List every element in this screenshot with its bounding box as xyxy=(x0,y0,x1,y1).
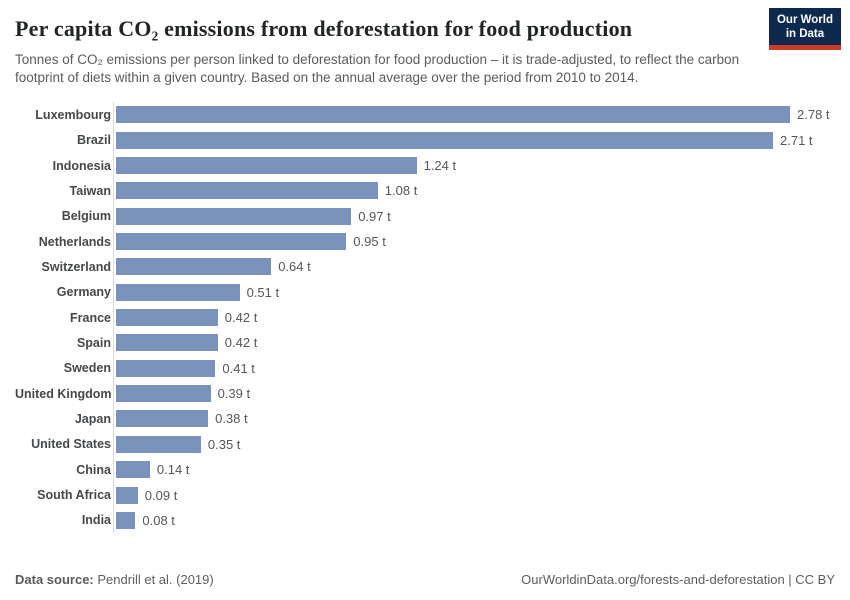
value-label: 0.38 t xyxy=(215,411,248,427)
bar-track: 0.42 t xyxy=(113,330,850,356)
bar xyxy=(116,106,790,124)
bar-row: Switzerland 0.64 t xyxy=(15,254,850,280)
bar-track: 1.24 t xyxy=(113,152,850,179)
chart-header: Per capita CO₂ emissions from deforestat… xyxy=(0,0,850,86)
bar-track: 0.64 t xyxy=(113,254,850,280)
bar-row: Sweden 0.41 t xyxy=(15,355,850,381)
bar-track: 0.14 t xyxy=(113,457,850,483)
bar-row: Japan 0.38 t xyxy=(15,406,850,432)
value-label: 0.51 t xyxy=(246,284,280,300)
bar-row: Taiwan 1.08 t xyxy=(15,178,850,204)
bar-row: India 0.08 t xyxy=(15,507,850,534)
value-label: 0.95 t xyxy=(353,234,386,250)
bar-row: Luxembourg 2.78 t xyxy=(15,102,850,128)
bar xyxy=(116,359,216,377)
bar-row: France 0.42 t xyxy=(15,304,850,331)
footer-datasource-label: Data source: xyxy=(15,572,94,587)
bar xyxy=(116,511,136,529)
country-label: United States xyxy=(31,437,111,452)
bar-track: 0.95 t xyxy=(113,228,850,255)
bar-track: 0.35 t xyxy=(113,431,850,457)
bar-track: 0.38 t xyxy=(113,406,850,432)
bar xyxy=(116,233,347,251)
bar xyxy=(116,461,150,479)
bar-row: China 0.14 t xyxy=(15,457,850,483)
value-label: 0.14 t xyxy=(156,462,190,478)
country-label: Belgium xyxy=(61,209,111,224)
bar-row: Spain 0.42 t xyxy=(15,330,850,356)
value-label: 0.42 t xyxy=(224,310,258,326)
bar xyxy=(116,410,209,428)
bar-track: 2.71 t xyxy=(113,127,850,153)
country-label: United Kingdom xyxy=(15,386,112,401)
chart-subtitle: Tonnes of CO₂ emissions per person linke… xyxy=(15,52,740,85)
bar-chart: Luxembourg 2.78 t Brazil 2.71 t Indonesi… xyxy=(15,102,850,534)
value-label: 0.09 t xyxy=(144,487,178,503)
bar xyxy=(116,207,352,225)
country-label: South Africa xyxy=(37,488,111,503)
bar-row: Brazil 2.71 t xyxy=(15,127,850,153)
bar-track: 0.09 t xyxy=(113,482,850,508)
country-label: India xyxy=(81,513,111,528)
value-label: 0.08 t xyxy=(142,512,175,528)
country-label: France xyxy=(70,310,111,325)
bar xyxy=(116,435,201,453)
value-label: 0.39 t xyxy=(217,386,251,402)
value-label: 0.42 t xyxy=(224,335,258,351)
bar-track: 0.39 t xyxy=(113,380,850,407)
country-label: Spain xyxy=(76,335,111,350)
value-label: 1.24 t xyxy=(423,158,457,174)
country-label: China xyxy=(76,462,111,477)
country-label: Switzerland xyxy=(41,259,111,274)
value-label: 0.97 t xyxy=(358,208,391,224)
bar-track: 0.41 t xyxy=(113,355,850,381)
value-label: 2.71 t xyxy=(780,132,813,148)
bar xyxy=(116,157,417,175)
bar xyxy=(116,131,773,149)
value-label: 2.78 t xyxy=(797,107,830,123)
bar-row: United Kingdom 0.39 t xyxy=(15,380,850,407)
value-label: 0.41 t xyxy=(222,360,255,376)
chart-footer: Data source: Pendrill et al. (2019) OurW… xyxy=(15,572,835,587)
bar-track: 0.42 t xyxy=(113,304,850,331)
owid-logo-line2: in Data xyxy=(785,27,825,40)
value-label: 1.08 t xyxy=(384,183,418,199)
country-label: Luxembourg xyxy=(35,107,111,122)
country-label: Brazil xyxy=(76,133,111,148)
country-label: Taiwan xyxy=(69,183,111,198)
bar-track: 2.78 t xyxy=(113,102,850,128)
footer-datasource-value: Pendrill et al. (2019) xyxy=(97,572,214,587)
owid-logo: Our World in Data xyxy=(768,8,841,50)
value-label: 0.64 t xyxy=(278,259,311,275)
bar-track: 1.08 t xyxy=(113,178,850,204)
owid-logo-line1: Our World xyxy=(776,14,833,26)
chart-title: Per capita CO₂ emissions from deforestat… xyxy=(15,16,633,41)
bar-row: South Africa 0.09 t xyxy=(15,482,850,508)
bar-row: Germany 0.51 t xyxy=(15,279,850,305)
bar-row: Belgium 0.97 t xyxy=(15,203,850,229)
bar-track: 0.51 t xyxy=(113,279,850,305)
bar xyxy=(116,334,218,352)
bar xyxy=(116,309,218,327)
country-label: Sweden xyxy=(63,361,111,376)
bar-track: 0.08 t xyxy=(113,507,850,534)
footer-rights: OurWorldinData.org/forests-and-deforesta… xyxy=(521,572,835,587)
bar-rows: Luxembourg 2.78 t Brazil 2.71 t Indonesi… xyxy=(15,102,850,534)
country-label: Indonesia xyxy=(52,158,111,173)
bar xyxy=(116,258,272,276)
bar-row: Indonesia 1.24 t xyxy=(15,152,850,179)
bar xyxy=(116,182,378,200)
bar-row: United States 0.35 t xyxy=(15,431,850,457)
value-label: 0.35 t xyxy=(207,436,241,452)
footer-datasource: Data source: Pendrill et al. (2019) xyxy=(15,572,214,587)
bar xyxy=(116,385,211,403)
bar xyxy=(116,486,138,504)
country-label: Netherlands xyxy=(38,234,111,249)
country-label: Germany xyxy=(56,285,111,300)
bar-track: 0.97 t xyxy=(113,203,850,229)
country-label: Japan xyxy=(74,411,111,426)
bar-row: Netherlands 0.95 t xyxy=(15,228,850,255)
bar xyxy=(116,283,240,301)
